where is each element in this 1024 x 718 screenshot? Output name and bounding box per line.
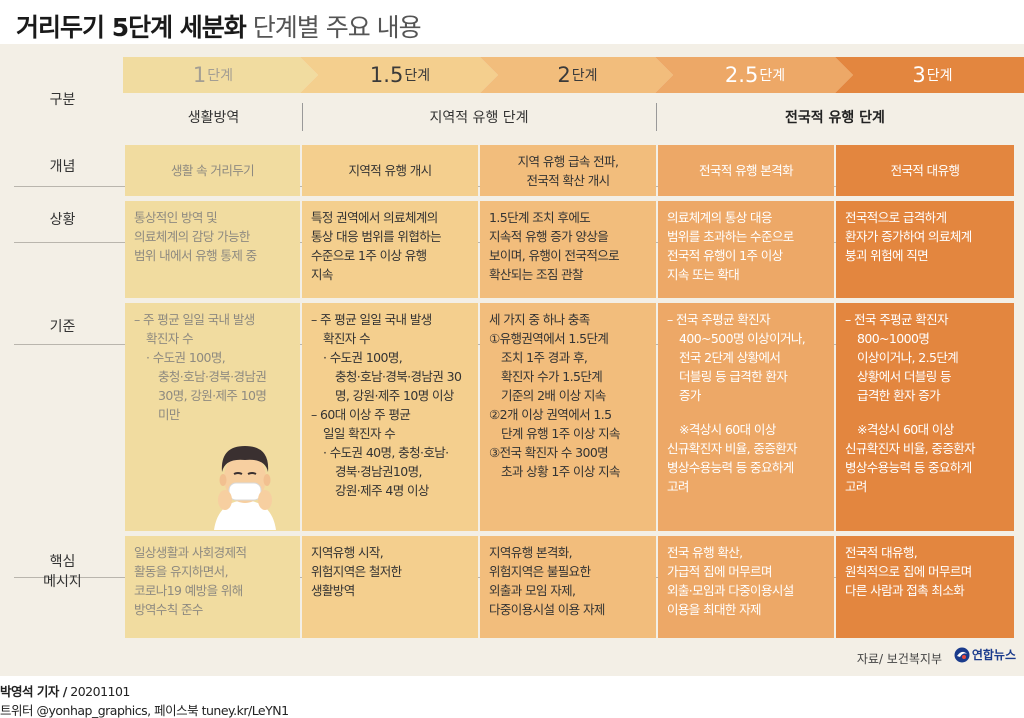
stage-arrow-1 [123, 57, 318, 93]
group-divider [302, 103, 303, 131]
concept-stage-1: 생활 속 거리두기 [125, 145, 300, 196]
message-stage-3: 전국적 대유행, 원칙적으로 집에 머무르며 다른 사람과 접촉 최소화 [836, 536, 1014, 638]
title-normal: 단계별 주요 내용 [252, 13, 422, 42]
row-label-situation: 상황 [49, 212, 76, 228]
message-stage-2-5: 전국 유행 확산, 가급적 집에 머무르며 외출·모임과 다중이용시설 이용을 최대한… [658, 536, 834, 638]
concept-stage-3: 전국적 대유행 [836, 145, 1014, 196]
reporter: 박영석 기자 / [0, 684, 67, 699]
row-label-criteria: 기준 [49, 319, 76, 335]
concept-stage-2-5: 전국적 유행 본격화 [658, 145, 834, 196]
message-stage-2: 지역유행 본격화, 위험지역은 불필요한 외출과 모임 자제, 다중이용시설 이용 자… [480, 536, 656, 638]
title-bold: 거리두기 5단계 세분화 [16, 13, 247, 42]
stage-1-label: 1 단계 [192, 63, 234, 87]
concept-stage-2: 지역 유행 급속 전파, 전국적 확산 개시 [480, 145, 656, 196]
criteria-stage-2-5: – 전국 주평균 확진자 400~500명 이상이거나, 전국 2단계 상황에서… [658, 303, 834, 531]
date: 20201101 [70, 684, 130, 699]
criteria-stage-3: – 전국 주평균 확진자 800~1000명 이상이거나, 2.5단계 상황에서… [836, 303, 1014, 531]
yonhap-logo-icon [954, 647, 970, 662]
row-label-message: 핵심 메시지 [0, 545, 125, 599]
situation-stage-3: 전국적으로 급격하게 환자가 증가하여 의료체계 붕괴 위험에 직면 [836, 201, 1014, 298]
criteria-stage-1-5: – 주 평균 일일 국내 발생 확진자 수 · 수도권 100명, 충청·호남·… [302, 303, 478, 531]
message-stage-1: 일상생활과 사회경제적 활동을 유지하면서, 코로나19 예방을 위해 방역수칙 준수 [125, 536, 300, 638]
row-label-message-line: 메시지 [43, 574, 82, 590]
stage-1-5-label: 1.5 단계 [369, 63, 431, 87]
row-label-category: 구분 [49, 92, 76, 108]
page-title: 거리두기 5단계 세분화 단계별 주요 내용 [16, 8, 422, 44]
situation-stage-1: 통상적인 방역 및 의료체계의 감당 가능한 범위 내에서 유행 통제 중 [125, 201, 300, 298]
source-note: 자료/ 보건복지부 [856, 652, 942, 666]
masked-person-illustration [214, 446, 276, 530]
stage-arrow-2 [300, 57, 498, 93]
stage-arrow-4 [655, 57, 853, 93]
stage-2-5-label: 2.5 단계 [724, 63, 786, 87]
situation-stage-2-5: 의료체계의 통상 대응 범위를 초과하는 수준으로 전국적 유행이 1주 이상 지속 … [658, 201, 834, 298]
message-stage-1-5: 지역유행 시작, 위험지역은 철저한 생활방역 [302, 536, 478, 638]
group-divider [656, 103, 657, 131]
criteria-stage-1: – 주 평균 일일 국내 발생 확진자 수 · 수도권 100명, 충청·호남·… [125, 303, 300, 531]
group-label-regional: 지역적 유행 단계 [429, 110, 529, 126]
stage-2-label: 2 단계 [557, 63, 598, 87]
criteria-stage-2: 세 가지 중 하나 충족 ①유행권역에서 1.5단계 조치 1주 경과 후, 확… [480, 303, 656, 531]
yonhap-logo: 연합뉴스 [954, 646, 1016, 663]
row-label-message-line: 핵심 [49, 554, 76, 570]
situation-stage-1-5: 특정 권역에서 의료체계의 통상 대응 범위를 위협하는 수준으로 1주 이상 유행… [302, 201, 478, 298]
credit-line: 박영석 기자 / 20201101 [0, 681, 130, 700]
row-label-concept: 개념 [49, 159, 76, 175]
stage-arrow-3 [480, 57, 673, 93]
social-line: 트위터 @yonhap_graphics, 페이스북 tuney.kr/LeYN… [0, 703, 289, 718]
stage-arrow-5 [835, 57, 1024, 93]
stage-3-label: 3 단계 [912, 63, 953, 87]
situation-stage-2: 1.5단계 조치 후에도 지속적 유행 증가 양상을 보이며, 유행이 전국적으로 확… [480, 201, 656, 298]
stage-arrow-banner [123, 57, 1024, 93]
group-label-daily: 생활방역 [187, 110, 240, 126]
concept-stage-1-5: 지역적 유행 개시 [302, 145, 478, 196]
group-label-national: 전국적 유행 단계 [785, 110, 885, 126]
